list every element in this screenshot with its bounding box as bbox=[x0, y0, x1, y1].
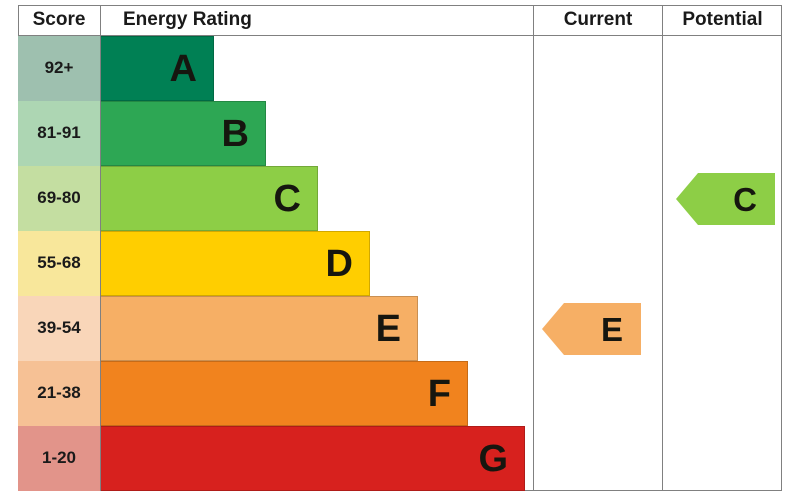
score-band-label: 39-54 bbox=[37, 318, 81, 337]
score-band-label: 81-91 bbox=[37, 123, 81, 142]
rating-bar-b: B bbox=[100, 101, 266, 166]
column-header-rating: Energy Rating bbox=[100, 5, 533, 35]
column-header-current: Current bbox=[533, 5, 662, 35]
score-cell: 39-54 bbox=[18, 296, 100, 361]
current-rating-badge: E bbox=[542, 303, 641, 355]
divider-rating-current bbox=[533, 36, 534, 491]
score-cell: 55-68 bbox=[18, 231, 100, 296]
rating-bar-g: G bbox=[100, 426, 525, 491]
rating-bar-f: F bbox=[100, 361, 468, 426]
rating-bar-c: C bbox=[100, 166, 318, 231]
score-cell: 1-20 bbox=[18, 426, 100, 491]
score-band-label: 55-68 bbox=[37, 253, 81, 272]
rating-bar-letter: E bbox=[375, 307, 401, 350]
rating-bar-letter: D bbox=[325, 242, 353, 285]
score-cell: 92+ bbox=[18, 36, 100, 101]
rating-bar-d: D bbox=[100, 231, 370, 296]
potential-rating-letter: C bbox=[733, 180, 757, 218]
rating-bar-a: A bbox=[100, 36, 214, 101]
divider-current-potential bbox=[662, 36, 663, 491]
rating-bar-letter: G bbox=[478, 437, 508, 480]
score-cell: 69-80 bbox=[18, 166, 100, 231]
column-header-potential: Potential bbox=[662, 5, 782, 35]
score-band-label: 1-20 bbox=[41, 448, 77, 467]
current-rating-letter: E bbox=[600, 310, 623, 348]
score-band-label: 92+ bbox=[44, 58, 74, 77]
rating-bar-letter: C bbox=[273, 177, 301, 220]
rating-bar-letter: F bbox=[427, 372, 451, 415]
potential-rating-badge: C bbox=[676, 173, 775, 225]
score-cell: 21-38 bbox=[18, 361, 100, 426]
divider-score-rating bbox=[100, 36, 101, 491]
rating-bar-letter: B bbox=[221, 112, 249, 155]
score-band-label: 69-80 bbox=[37, 188, 81, 207]
column-header-score: Score bbox=[32, 9, 86, 30]
rating-bar-letter: A bbox=[169, 47, 197, 90]
table-header-row: Score Energy Rating Current Potential bbox=[18, 5, 782, 36]
score-cell: 81-91 bbox=[18, 101, 100, 166]
table-body: 92+ A 81-91 B 69-80 C 55-68 D 39-54 E 21-38 F 1-20 G … bbox=[18, 36, 782, 491]
rating-bar-e: E bbox=[100, 296, 418, 361]
score-band-label: 21-38 bbox=[37, 383, 81, 402]
